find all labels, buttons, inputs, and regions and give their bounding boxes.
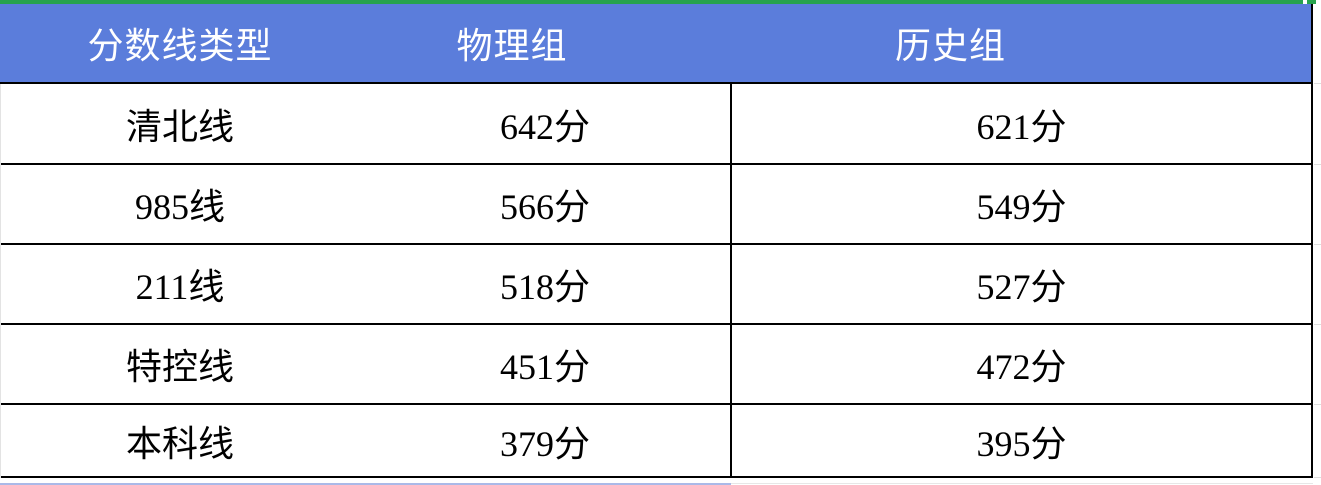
table-body: 清北线 642分 621分 985线 566分 549分 211线 518分 5… (0, 84, 1313, 478)
bottom-faint-blue-line (0, 483, 731, 485)
row-history-cell: 549分 (730, 165, 1311, 243)
header-label-history: 历史组 (894, 26, 1006, 66)
table-row-qingbei: 清北线 642分 621分 (0, 84, 1313, 165)
right-margin-gridline (1314, 83, 1321, 84)
right-margin-gridline (1314, 244, 1321, 245)
header-cell-physics: 物理组 (360, 4, 730, 82)
row-physics-cell: 518分 (499, 267, 590, 307)
right-margin-gridline (1314, 324, 1321, 325)
top-green-strip (0, 0, 1303, 4)
right-margin-gridline (1314, 477, 1321, 478)
row-type-cell: 985线 (134, 187, 225, 227)
row-type-cell: 清北线 (125, 106, 234, 147)
table-row-benke: 本科线 379分 395分 (0, 405, 1313, 478)
row-type-cell: 本科线 (125, 423, 234, 464)
row-physics-cell: 642分 (499, 106, 590, 147)
top-green-strip-fragment (1307, 0, 1316, 4)
row-history-cell: 527分 (730, 245, 1311, 323)
bottom-faint-gray-line (731, 483, 1313, 484)
row-physics-cell: 379分 (499, 423, 590, 464)
table-row-985: 985线 566分 549分 (0, 165, 1313, 245)
table-row-211: 211线 518分 527分 (0, 245, 1313, 325)
right-margin-gridline (1314, 404, 1321, 405)
header-cell-type: 分数线类型 (0, 4, 360, 82)
row-type-cell: 特控线 (125, 347, 234, 387)
row-history-cell: 472分 (730, 325, 1311, 403)
row-physics-cell: 451分 (499, 347, 590, 387)
header-label-physics: 物理组 (456, 26, 568, 66)
table-header-row: 分数线类型 物理组 历史组 (0, 4, 1313, 84)
right-margin-gridline (1314, 164, 1321, 165)
row-type-cell: 211线 (135, 267, 225, 307)
header-label-type: 分数线类型 (87, 26, 273, 66)
row-physics-cell: 566分 (499, 187, 590, 227)
left-faint-gridline (0, 84, 1, 478)
table-row-tekong: 特控线 451分 472分 (0, 325, 1313, 405)
row-history-cell: 395分 (730, 405, 1311, 476)
header-cell-history: 历史组 (730, 4, 1311, 82)
row-history-cell: 621分 (730, 84, 1311, 163)
